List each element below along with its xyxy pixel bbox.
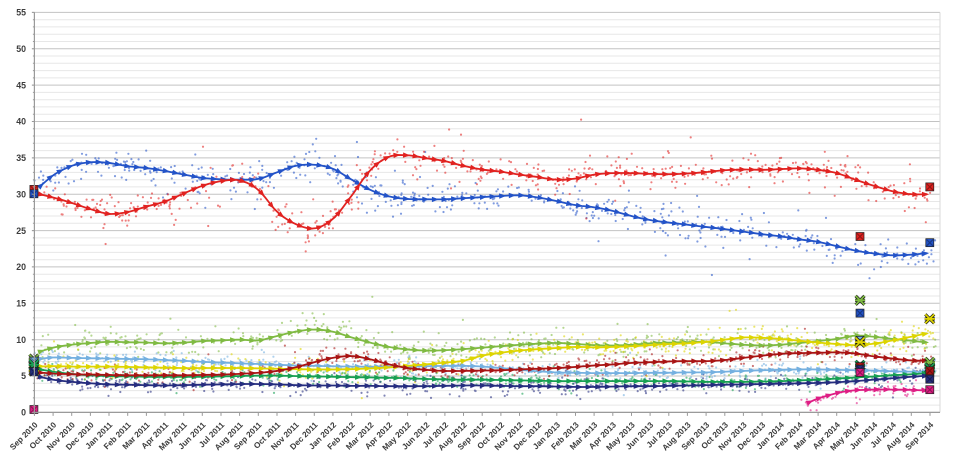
svg-text:25: 25 xyxy=(16,226,26,236)
svg-text:10: 10 xyxy=(16,335,26,345)
svg-text:50: 50 xyxy=(16,44,26,54)
svg-text:15: 15 xyxy=(16,299,26,309)
svg-text:55: 55 xyxy=(16,8,26,18)
svg-text:30: 30 xyxy=(16,189,26,199)
svg-text:0: 0 xyxy=(21,408,26,418)
svg-text:20: 20 xyxy=(16,262,26,272)
svg-text:40: 40 xyxy=(16,117,26,127)
svg-text:45: 45 xyxy=(16,80,26,90)
svg-text:35: 35 xyxy=(16,153,26,163)
svg-text:5: 5 xyxy=(21,371,26,381)
